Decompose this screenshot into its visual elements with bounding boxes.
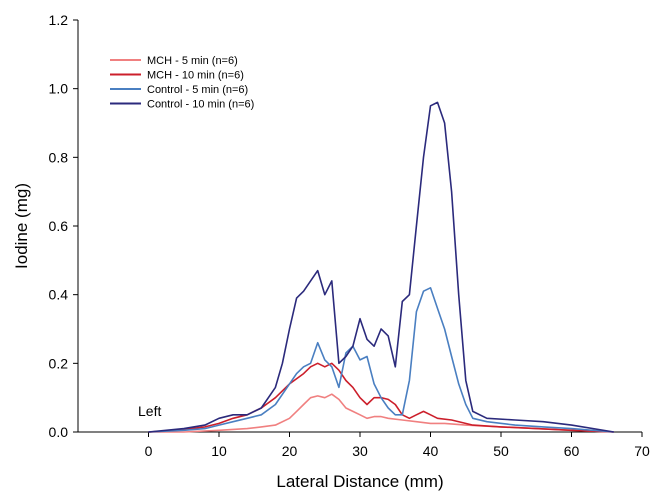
x-tick-label: 50 — [493, 443, 509, 459]
y-tick-label: 1.0 — [49, 81, 69, 97]
legend-label: MCH - 10 min (n=6) — [147, 70, 244, 82]
legend-label: Control - 5 min (n=6) — [147, 84, 248, 96]
y-ticks: 0.0 0.2 0.4 0.6 0.8 1.0 1.2 — [49, 12, 78, 440]
y-tick-label: 1.2 — [49, 12, 69, 28]
chart-annotation: Left — [138, 403, 161, 419]
x-ticks: 0 10 20 30 40 50 60 70 — [145, 432, 650, 459]
y-tick-label: 0.2 — [49, 355, 69, 371]
legend-label: MCH - 5 min (n=6) — [147, 55, 238, 67]
series-line-1 — [148, 393, 614, 433]
legend: MCH - 5 min (n=6) MCH - 10 min (n=6) Contr… — [110, 55, 254, 111]
legend-label: Control - 10 min (n=6) — [147, 99, 254, 111]
x-tick-label: 40 — [423, 443, 439, 459]
y-axis-title: Iodine (mg) — [12, 183, 31, 269]
x-axis-title: Lateral Distance (mm) — [276, 472, 443, 491]
x-tick-label: 0 — [145, 443, 153, 459]
y-tick-label: 0.4 — [49, 287, 69, 303]
x-tick-label: 30 — [352, 443, 368, 459]
y-tick-label: 0.8 — [49, 149, 69, 165]
x-tick-label: 10 — [211, 443, 227, 459]
x-tick-label: 20 — [282, 443, 298, 459]
y-tick-label: 0.6 — [49, 218, 69, 234]
x-tick-label: 70 — [634, 443, 650, 459]
series-line-4 — [148, 101, 614, 433]
y-tick-label: 0.0 — [49, 424, 69, 440]
x-tick-label: 60 — [564, 443, 580, 459]
axes — [77, 20, 642, 433]
series-line-3 — [148, 286, 614, 433]
series-layer — [148, 101, 614, 433]
